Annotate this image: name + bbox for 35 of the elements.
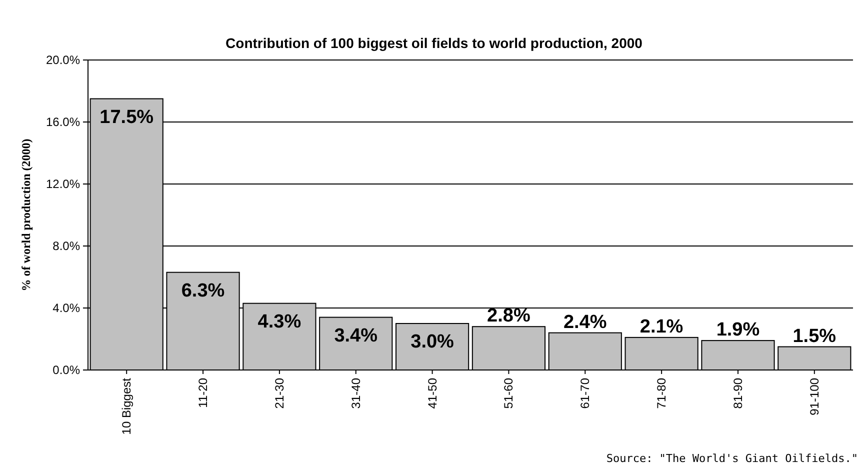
data-label: 3.4% xyxy=(334,325,378,346)
y-tick-label: 4.0% xyxy=(52,301,80,315)
x-tick-label: 51-60 xyxy=(502,378,516,409)
y-tick-label: 20.0% xyxy=(46,53,80,67)
bar xyxy=(472,326,546,370)
x-tick-label: 21-30 xyxy=(272,378,286,409)
x-tick-label: 81-90 xyxy=(730,378,745,409)
data-label: 6.3% xyxy=(181,280,225,302)
bar xyxy=(624,336,698,370)
data-label: 2.4% xyxy=(563,312,607,333)
x-tick-label: 11-20 xyxy=(196,378,210,408)
data-label: 3.0% xyxy=(410,332,454,352)
x-tick-label: 10 Biggest xyxy=(120,377,134,435)
bar xyxy=(548,332,622,370)
x-tick-label: 31-40 xyxy=(348,378,363,409)
data-label: 4.3% xyxy=(258,311,302,332)
bar xyxy=(701,340,775,370)
x-tick-label: 91-100 xyxy=(807,378,822,416)
data-label: 2.1% xyxy=(640,316,684,338)
data-label: 2.8% xyxy=(487,306,530,327)
x-tick-label: 41-50 xyxy=(425,378,440,409)
y-tick-label: 16.0% xyxy=(46,115,80,129)
x-tick-label: 71-80 xyxy=(654,378,669,409)
data-label: 1.5% xyxy=(792,326,836,347)
y-tick-label: 0.0% xyxy=(52,363,80,377)
source-note: Source: "The World's Giant Oilfields." xyxy=(606,452,858,465)
y-tick-label: 8.0% xyxy=(52,239,80,253)
bar xyxy=(778,346,852,370)
bar xyxy=(319,316,393,370)
y-axis-title: % of world production (2000) xyxy=(19,138,33,292)
x-tick-label: 61-70 xyxy=(578,378,592,409)
data-label: 1.9% xyxy=(716,320,760,341)
y-tick-label: 12.0% xyxy=(46,177,80,191)
data-label: 17.5% xyxy=(100,106,154,128)
chart-title: Contribution of 100 biggest oil fields to world production, 2000 xyxy=(226,35,643,51)
